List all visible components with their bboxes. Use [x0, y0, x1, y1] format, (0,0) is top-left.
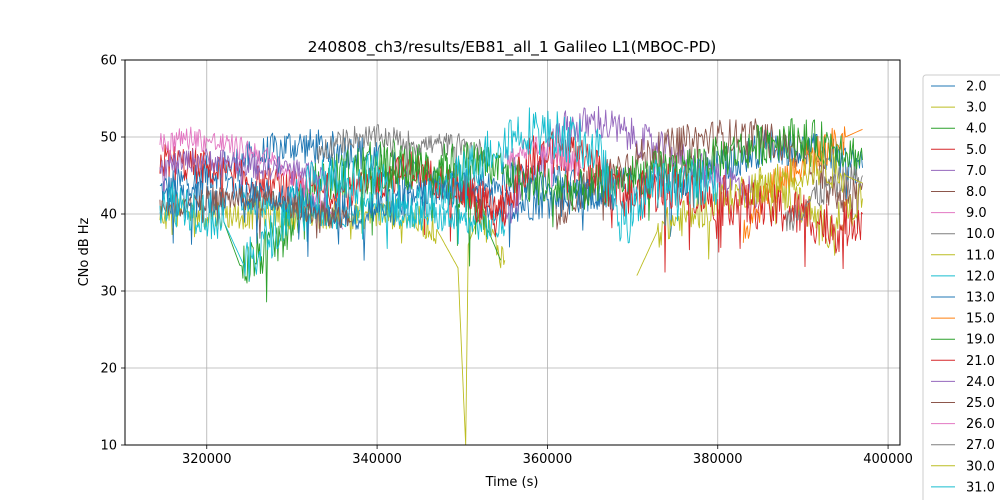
- legend-label: 19.0: [966, 333, 995, 348]
- series-line-8.0: [555, 118, 863, 230]
- x-axis-label: Time (s): [485, 475, 539, 490]
- series-line-21.0: [461, 131, 863, 273]
- series-line-2.0: [159, 128, 863, 248]
- series-line-10.0: [317, 124, 489, 189]
- legend-label: 13.0: [966, 291, 995, 306]
- y-tick-label: 10: [100, 439, 117, 454]
- x-tick-label: 360000: [523, 452, 573, 467]
- y-tick-label: 50: [100, 131, 117, 146]
- series-line-7.0: [504, 106, 761, 227]
- legend-label: 7.0: [966, 164, 987, 179]
- y-axis-label: CNo dB Hz: [77, 217, 92, 286]
- legend-label: 4.0: [966, 122, 987, 137]
- legend-label: 27.0: [966, 438, 995, 453]
- legend-label: 3.0: [966, 101, 987, 116]
- plot-frame: [124, 59, 901, 446]
- x-tick-label: 380000: [693, 452, 743, 467]
- legend-label: 26.0: [966, 417, 995, 432]
- plot-background: [125, 60, 900, 445]
- legend-label: 12.0: [966, 269, 995, 284]
- chart-title: 240808_ch3/results/EB81_all_1 Galileo L1…: [308, 38, 717, 57]
- legend-label: 8.0: [966, 185, 987, 200]
- ticks: 320000 340000 360000 380000 400000 10 20 30 40 50…: [100, 54, 912, 468]
- series-line-31.0: [159, 107, 719, 282]
- legend-box: [922, 74, 1000, 500]
- y-tick-label: 60: [100, 54, 117, 69]
- legend-label: 5.0: [966, 143, 987, 158]
- x-tick-label: 400000: [863, 452, 913, 467]
- x-tick-label: 340000: [352, 452, 402, 467]
- series-line-26.0: [504, 136, 582, 188]
- series-line-27.0: [785, 164, 863, 232]
- legend-label: 24.0: [966, 375, 995, 390]
- y-tick-label: 40: [100, 208, 117, 223]
- legend-label: 15.0: [966, 312, 995, 327]
- series-line-24.0: [159, 148, 327, 213]
- series-layer: [159, 106, 863, 445]
- y-tick-label: 20: [100, 362, 117, 377]
- legend-label: 2.0: [966, 80, 987, 95]
- legend-label: 11.0: [966, 248, 995, 263]
- legend-label: 21.0: [966, 354, 995, 369]
- legend-label: 10.0: [966, 227, 995, 242]
- legend-label: 30.0: [966, 459, 995, 474]
- series-line-9.0: [159, 126, 344, 230]
- legend-label: 25.0: [966, 396, 995, 411]
- legend-label: 31.0: [966, 480, 995, 495]
- y-tick-label: 30: [100, 285, 117, 300]
- legend: 2.0 3.0 4.0 5.0 7.0 8.0 9.0 10.0 11.0 12.0 13.0 15.…: [922, 74, 1000, 500]
- legend-label: 9.0: [966, 206, 987, 221]
- series-line-30.0: [751, 151, 863, 206]
- x-tick-label: 320000: [182, 452, 232, 467]
- series-line-5.0: [159, 144, 506, 242]
